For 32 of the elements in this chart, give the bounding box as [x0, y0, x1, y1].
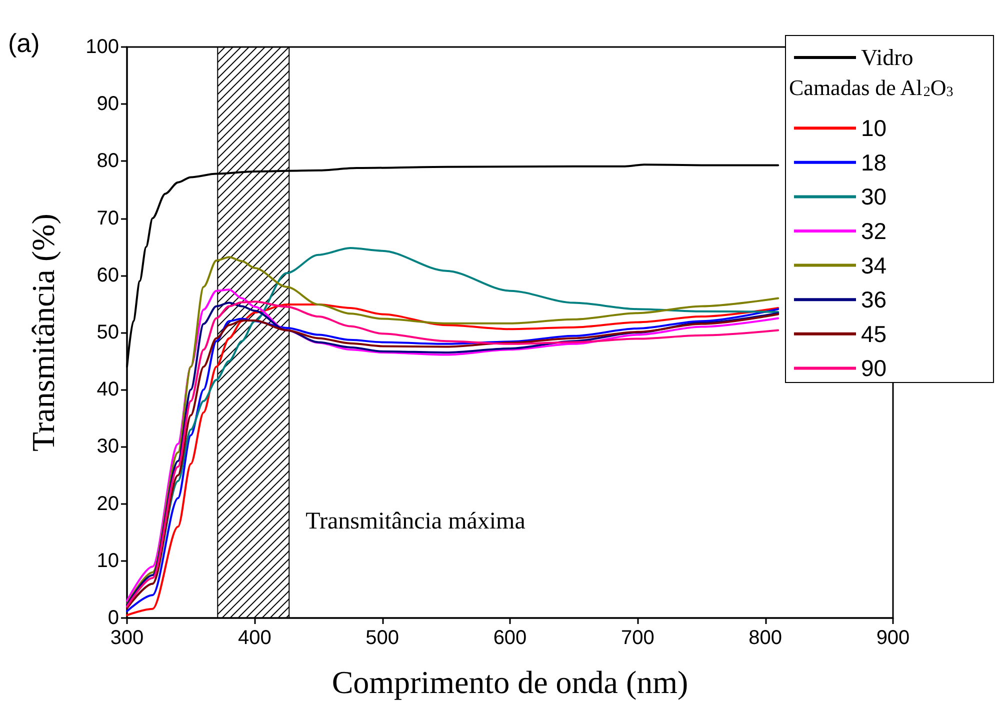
x-axis-title: Comprimento de onda (nm) [332, 664, 688, 700]
y-tick-label: 100 [86, 36, 119, 58]
legend-label: 30 [861, 184, 887, 210]
legend-label: 10 [861, 115, 887, 142]
legend-label: Vidro [861, 45, 914, 70]
y-tick-label: 60 [96, 264, 119, 286]
y-tick-label: 0 [108, 607, 119, 629]
text: (a) [8, 28, 40, 58]
band-label: Transmitância máxima [306, 508, 526, 534]
x-tick-label: 500 [366, 627, 400, 649]
y-axis-title: Transmitância (%) [25, 214, 61, 452]
x-tick-label: 600 [493, 627, 527, 649]
x-tick-label: 900 [876, 627, 910, 649]
y-tick-label: 80 [96, 150, 119, 172]
y-tick-label: 40 [96, 378, 119, 401]
legend-title: Camadas de Al2O3 [789, 74, 954, 100]
y-tick-label: 90 [96, 93, 119, 116]
x-tick-label: 700 [620, 627, 654, 649]
legend-label: 36 [861, 286, 887, 313]
y-tick-label: 10 [96, 550, 119, 572]
legend-label: 45 [861, 320, 887, 347]
legend-label: 32 [861, 218, 887, 244]
y-tick-label: 70 [96, 207, 119, 230]
x-tick-label: 300 [110, 627, 144, 649]
x-tick-label: 800 [748, 627, 782, 649]
x-tick-label: 400 [238, 627, 272, 649]
legend-label: 34 [861, 252, 887, 278]
y-tick-label: 30 [96, 436, 119, 458]
y-tick-label: 50 [96, 322, 119, 344]
y-tick-label: 20 [96, 492, 119, 515]
legend-label: 90 [861, 355, 887, 382]
legend-label: 18 [861, 149, 887, 176]
